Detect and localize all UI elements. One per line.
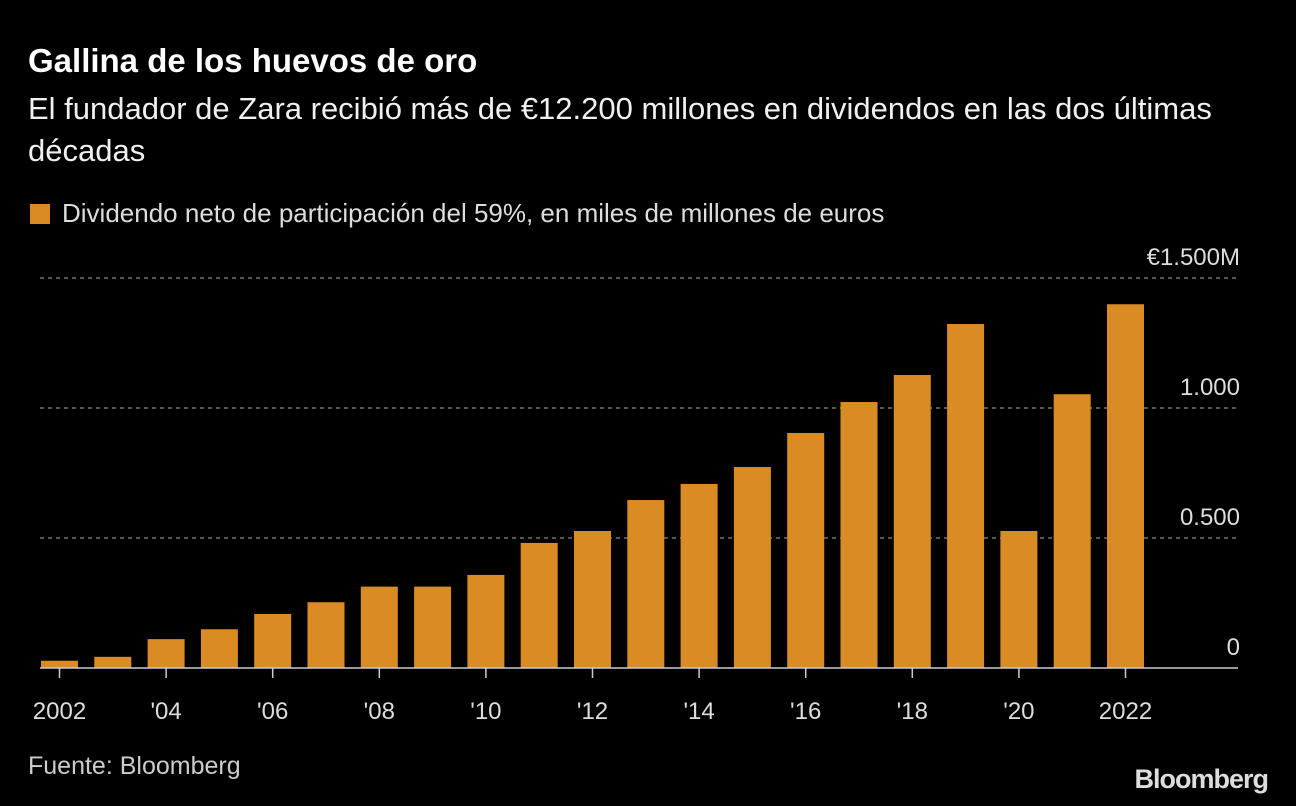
bar-2007 [307,602,345,668]
bar-2005 [200,629,238,668]
bar-2012 [574,530,611,668]
bar-2006 [254,613,292,668]
x-tick-label: '12 [577,698,608,725]
bar-2021 [1053,394,1091,668]
y-tick-label: 0 [1227,634,1240,661]
legend-swatch [30,203,50,224]
bar-2010 [467,574,505,668]
x-tick-label: '14 [683,698,714,725]
bar-2015 [733,467,771,668]
bar-2004 [147,639,185,668]
bar-2002 [41,660,78,668]
y-tick-label: 1.000 [1180,374,1240,401]
chart-title: Gallina de los huevos de oro [28,42,478,79]
y-tick-label: €1.500M [1147,244,1240,271]
x-tick-label: '08 [364,698,395,725]
x-tick-label: '16 [790,698,821,725]
x-tick-label: 2022 [1099,698,1152,725]
x-tick-label: 2002 [33,698,86,725]
bar-2017 [840,402,878,668]
legend-label: Dividendo neto de participación del 59%,… [62,198,885,228]
bar-2016 [787,432,825,668]
bar-2013 [627,500,665,668]
bar-2022 [1107,304,1144,668]
source-note: Fuente: Bloomberg [28,752,241,780]
bar-2011 [520,542,558,668]
x-tick-label: '06 [257,698,288,725]
bar-2003 [94,656,132,668]
x-tick-label: '20 [1003,698,1034,725]
bar-2020 [1000,530,1038,668]
bar-2009 [414,586,452,668]
x-tick-label: '10 [470,698,501,725]
bar-2018 [893,374,931,668]
bar-2008 [360,586,398,668]
chart-subtitle: El fundador de Zara recibió más de €12.2… [28,91,1212,168]
legend: Dividendo neto de participación del 59%,… [30,198,884,229]
x-tick-label: '18 [897,698,928,725]
y-tick-label: 0.500 [1180,504,1240,531]
x-tick-label: '04 [150,698,181,725]
bar-2019 [947,324,985,668]
bar-2014 [680,483,718,668]
bloomberg-logo: Bloomberg [1134,764,1269,794]
